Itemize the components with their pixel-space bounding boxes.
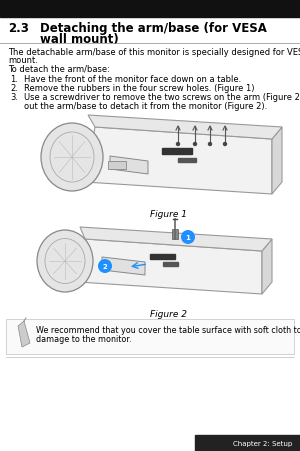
Circle shape — [208, 143, 211, 146]
Circle shape — [224, 143, 226, 146]
Text: mount.: mount. — [8, 56, 38, 65]
Text: damage to the monitor.: damage to the monitor. — [36, 334, 131, 343]
Circle shape — [176, 143, 179, 146]
Circle shape — [194, 143, 196, 146]
Text: Chapter 2: Setup: Chapter 2: Setup — [233, 440, 292, 446]
Text: Remove the rubbers in the four screw holes. (Figure 1): Remove the rubbers in the four screw hol… — [24, 84, 254, 93]
Text: 2.3: 2.3 — [8, 22, 29, 35]
Polygon shape — [18, 321, 30, 347]
Text: out the arm/base to detach it from the monitor (Figure 2).: out the arm/base to detach it from the m… — [24, 102, 267, 111]
Polygon shape — [88, 116, 282, 140]
Text: To detach the arm/base:: To detach the arm/base: — [8, 65, 110, 74]
Ellipse shape — [41, 124, 103, 192]
Bar — [163, 262, 178, 267]
Text: 1.: 1. — [10, 75, 18, 84]
Text: Figure 1: Figure 1 — [149, 210, 187, 219]
Text: Have the front of the monitor face down on a table.: Have the front of the monitor face down … — [24, 75, 241, 84]
Text: Figure 2: Figure 2 — [149, 309, 187, 318]
Bar — [162, 149, 192, 155]
Text: We recommend that you cover the table surface with soft cloth to prevent: We recommend that you cover the table su… — [36, 325, 300, 334]
Circle shape — [98, 259, 112, 273]
Bar — [6, 319, 294, 354]
Polygon shape — [262, 239, 272, 295]
Circle shape — [181, 230, 195, 244]
Text: Use a screwdriver to remove the two screws on the arm (Figure 2), then slide: Use a screwdriver to remove the two scre… — [24, 93, 300, 102]
Bar — [108, 161, 126, 170]
Polygon shape — [110, 156, 148, 175]
Bar — [0, 0, 300, 18]
Bar — [195, 435, 300, 451]
Bar — [0, 18, 300, 60]
Text: 3.: 3. — [10, 93, 18, 102]
Text: 2: 2 — [103, 263, 107, 269]
Text: Detaching the arm/base (for VESA: Detaching the arm/base (for VESA — [40, 22, 267, 35]
Text: The detachable arm/base of this monitor is specially designed for VESA wall: The detachable arm/base of this monitor … — [8, 48, 300, 57]
Bar — [150, 254, 175, 259]
Bar — [178, 159, 196, 163]
Polygon shape — [272, 128, 282, 194]
Polygon shape — [80, 227, 272, 252]
Polygon shape — [102, 258, 145, 276]
Ellipse shape — [37, 230, 93, 292]
Bar — [172, 230, 178, 239]
Text: 1: 1 — [186, 235, 190, 240]
Text: 2.: 2. — [10, 84, 18, 93]
Text: wall mount): wall mount) — [40, 33, 119, 46]
Polygon shape — [85, 128, 272, 194]
Polygon shape — [78, 239, 262, 295]
